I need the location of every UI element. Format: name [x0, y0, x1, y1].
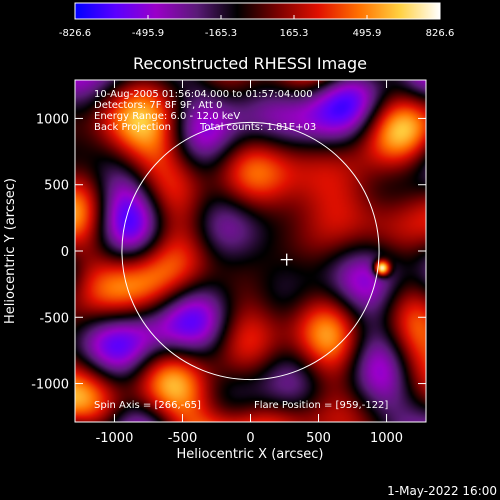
heatmap-plot	[75, 80, 426, 422]
y-tick-label: -1000	[31, 378, 69, 393]
colorbar-tick-label: -826.6	[59, 28, 91, 39]
chart-title: Reconstructed RHESSI Image	[133, 54, 367, 73]
x-tick-label: 0	[246, 431, 254, 446]
heatmap-image	[75, 80, 426, 422]
x-axis: -1000 -500 0 500 1000	[96, 80, 403, 446]
annotation-energy-range: Energy Range: 6.0 - 12.0 keV	[94, 111, 240, 122]
spin-axis-marker	[280, 253, 293, 266]
annotation-total-counts: Total counts: 1.81E+03	[199, 122, 316, 133]
y-tick-label: -500	[39, 311, 69, 326]
x-tick-label: -1000	[96, 431, 134, 446]
colorbar-ticks: -826.6 -495.9 -165.3 165.3 495.9 826.6	[59, 15, 454, 39]
colorbar-gradient	[74, 2, 441, 20]
annotation-detectors: Detectors: 7F 8F 9F, Att 0	[94, 100, 222, 111]
colorbar-tick-label: 165.3	[280, 28, 309, 39]
spin-axis-label: Spin Axis = [266,-65]	[94, 400, 201, 411]
x-tick-label: -500	[168, 431, 198, 446]
solar-limb-circle	[121, 121, 380, 381]
x-axis-label: Heliocentric X (arcsec)	[177, 447, 324, 462]
y-tick-label: 0	[61, 245, 69, 260]
y-axis-label: Heliocentric Y (arcsec)	[3, 178, 18, 324]
colorbar-tick-label: -165.3	[205, 28, 237, 39]
colorbar-tick-label: 495.9	[353, 28, 382, 39]
x-tick-label: 1000	[370, 431, 403, 446]
colorbar-tick-label: -495.9	[132, 28, 164, 39]
annotation-block: 10-Aug-2005 01:56:04.000 to 01:57:04.000…	[94, 89, 316, 133]
x-tick-label: 500	[306, 431, 331, 446]
annotation-time-range: 10-Aug-2005 01:56:04.000 to 01:57:04.000	[94, 89, 313, 100]
y-tick-label: 1000	[36, 112, 69, 127]
colorbar: -826.6 -495.9 -165.3 165.3 495.9 826.6	[59, 2, 454, 39]
annotation-method: Back Projection	[94, 122, 171, 133]
y-axis: 1000 500 0 -500 -1000	[31, 112, 426, 393]
colorbar-tick-label: 826.6	[426, 28, 455, 39]
y-tick-label: 500	[44, 179, 69, 194]
flare-position-label: Flare Position = [959,-122]	[254, 400, 388, 411]
footer-date: 1-May-2022 16:00	[387, 484, 497, 498]
